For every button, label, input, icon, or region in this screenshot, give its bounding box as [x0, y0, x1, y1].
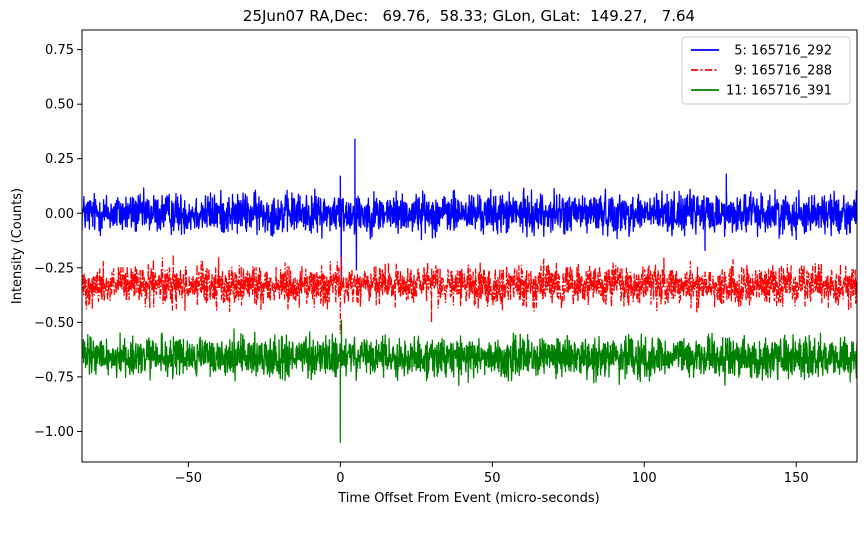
y-tick-label: 0.75	[45, 43, 74, 58]
y-tick-label: 0.25	[45, 152, 74, 167]
plot-frame	[81, 29, 858, 463]
legend-label-3: 11: 165716_391	[726, 84, 832, 99]
y-tick-label: −1.00	[34, 425, 74, 440]
chart-title: 25Jun07 RA,Dec: 69.76, 58.33; GLon, GLat…	[243, 7, 695, 25]
legend-label-2: 9: 165716_288	[726, 64, 832, 79]
y-axis-ticks: 0.75 0.50 0.25 0.00 −0.25 −0.50 −0.75 −1.00	[34, 43, 82, 440]
x-axis-ticks: −50 0 50 100 150	[175, 462, 809, 486]
x-tick-label: 50	[484, 471, 501, 486]
series-line-2	[82, 254, 857, 334]
plot-area	[82, 138, 857, 444]
y-tick-label: −0.75	[34, 370, 74, 385]
x-tick-label: 150	[784, 471, 809, 486]
x-tick-label: 100	[632, 471, 657, 486]
x-tick-label: 0	[336, 471, 344, 486]
y-tick-label: 0.50	[45, 98, 74, 113]
legend-box	[681, 36, 851, 105]
y-axis-label: Intensity (Counts)	[10, 188, 25, 304]
legend-label-1: 5: 165716_292	[726, 44, 832, 59]
series-line-3	[82, 319, 857, 444]
y-tick-label: 0.00	[45, 207, 74, 222]
x-tick-label: −50	[175, 471, 202, 486]
x-axis-label: Time Offset From Event (micro-seconds)	[337, 491, 600, 506]
series-group	[82, 138, 857, 444]
y-tick-label: −0.25	[34, 261, 74, 276]
y-tick-label: −0.50	[34, 316, 74, 331]
series-line-1	[82, 138, 857, 280]
legend: 5: 165716_292 9: 165716_288 11: 165716_39…	[681, 36, 851, 105]
